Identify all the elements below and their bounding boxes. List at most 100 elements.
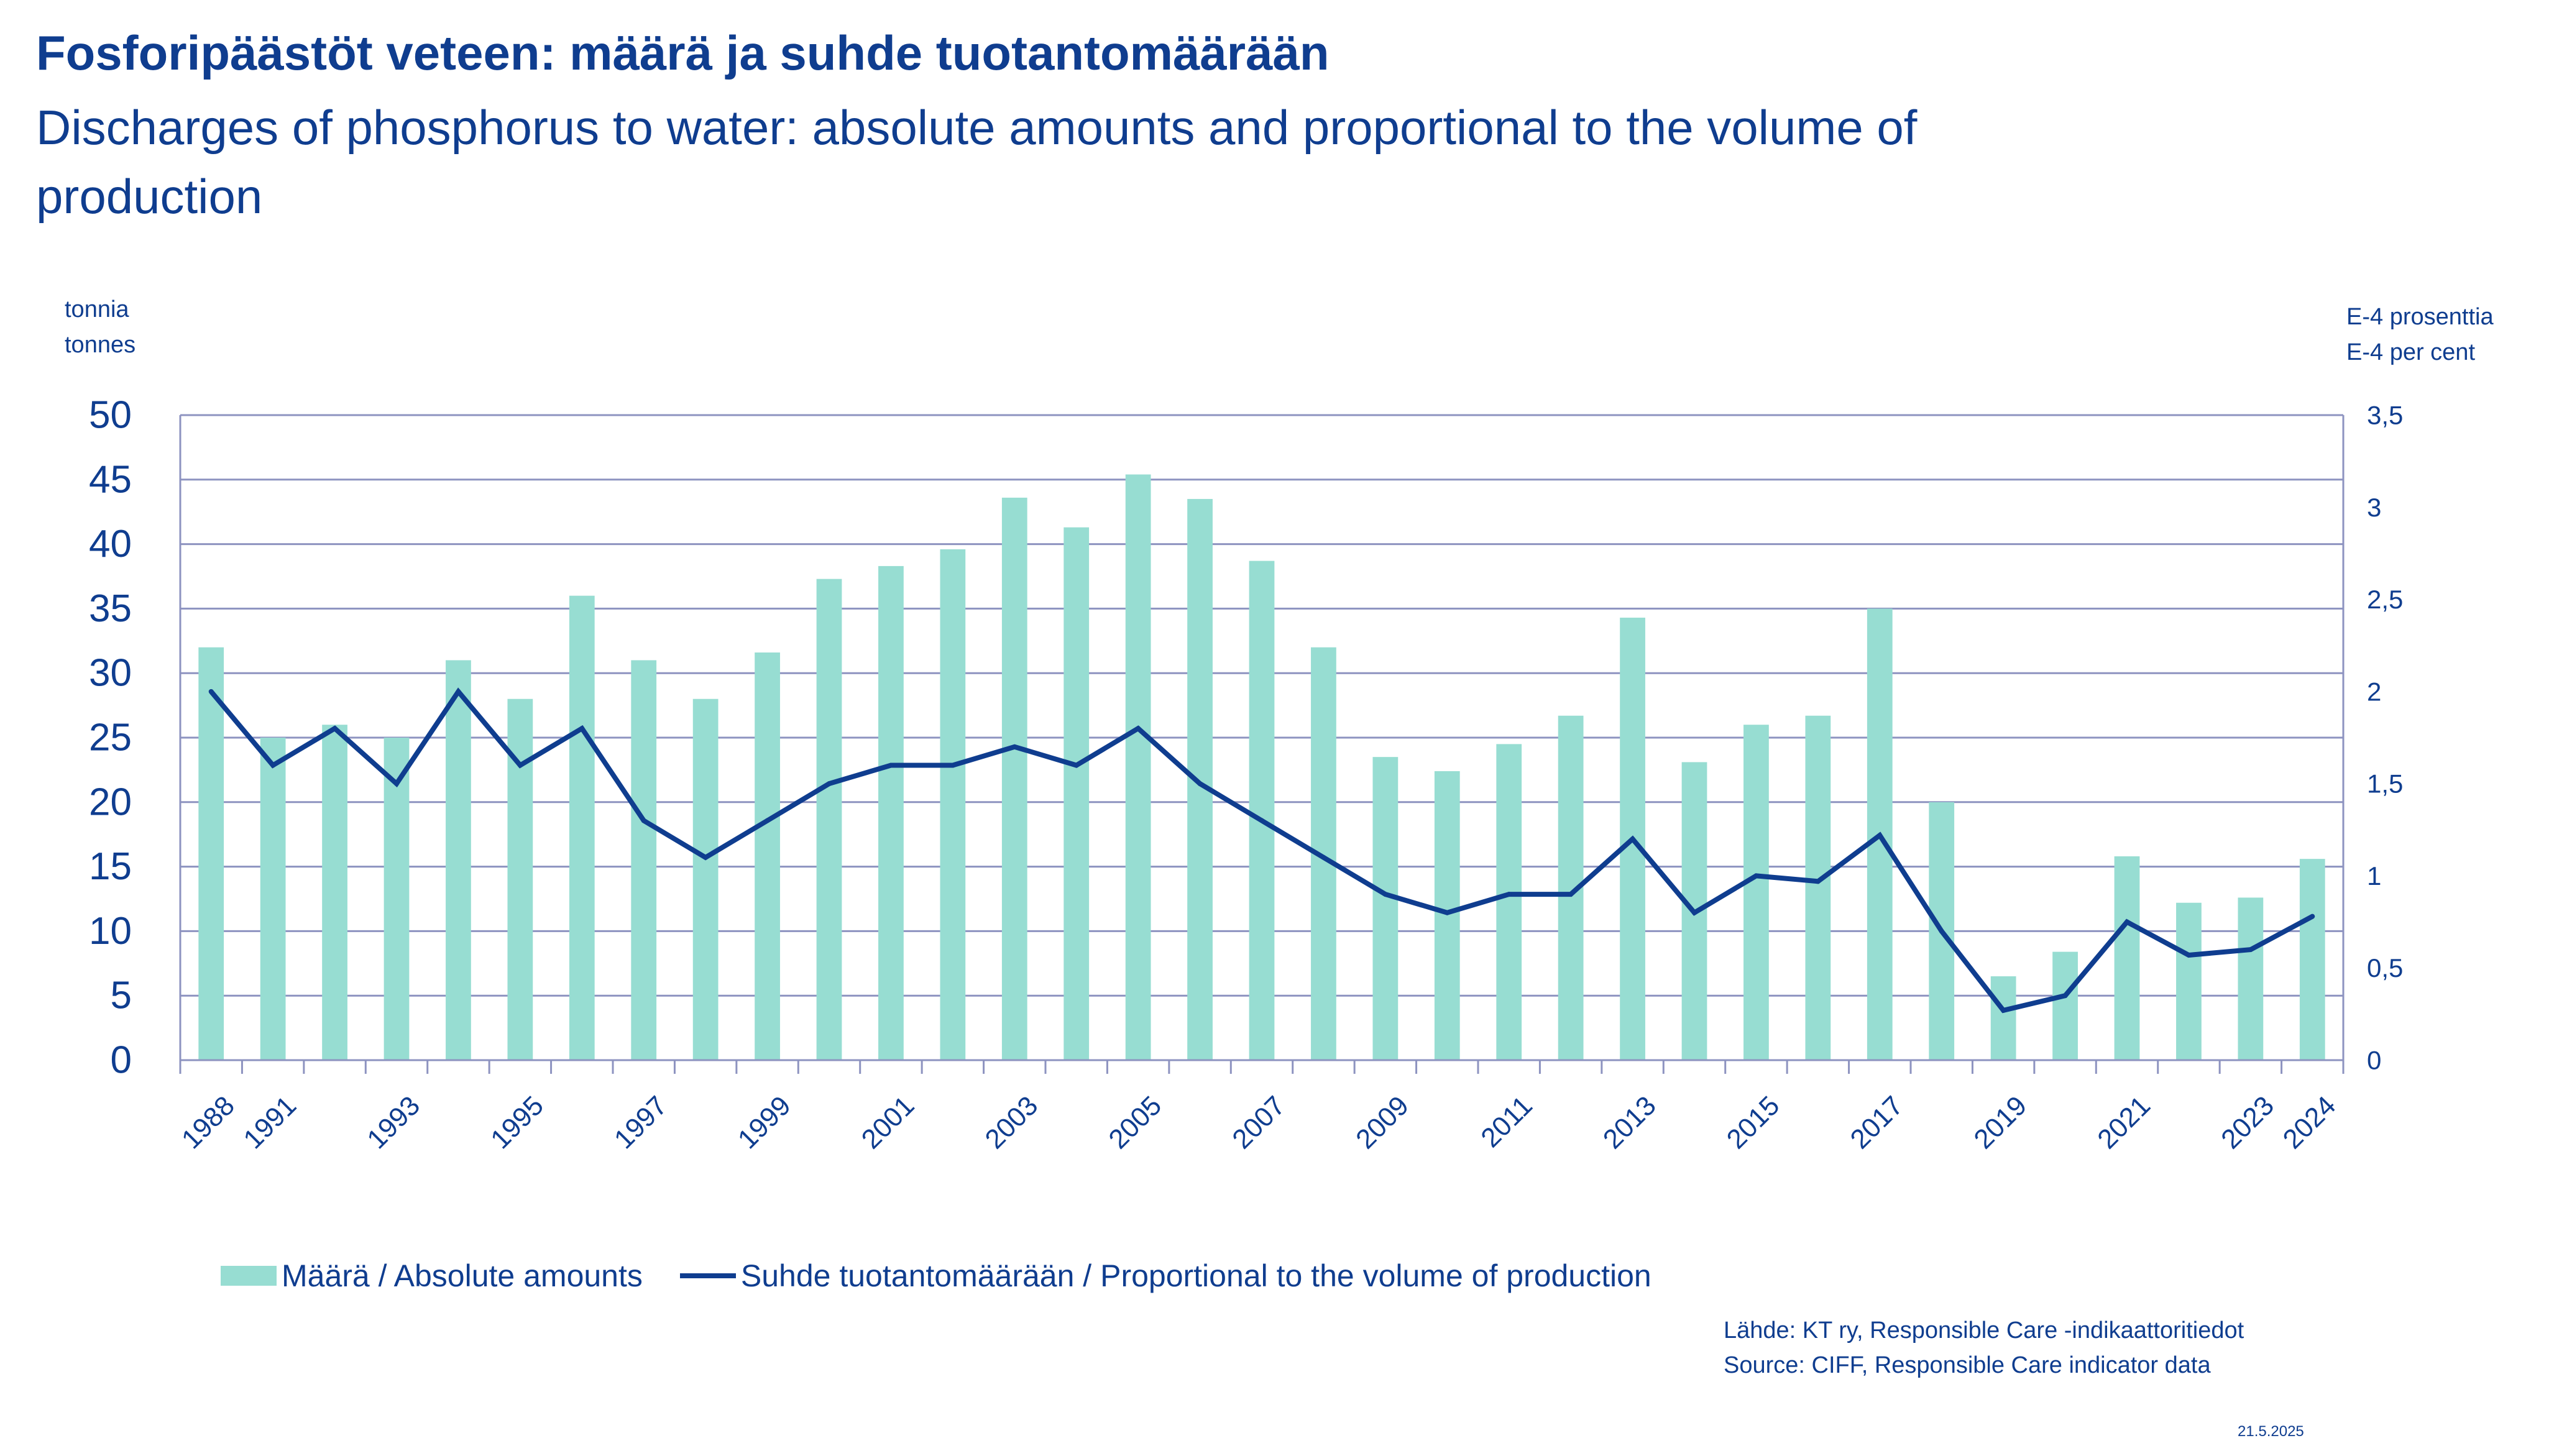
right-tick-label: 3,5: [2367, 401, 2403, 430]
right-tick-label: 1: [2367, 861, 2381, 891]
x-tick-label: 1991: [237, 1090, 302, 1155]
ratio-point: [394, 781, 399, 787]
x-tick-label: 2011: [1475, 1090, 1538, 1153]
ratio-point: [641, 818, 646, 823]
ratio-point: [1012, 744, 1017, 749]
legend-bar-swatch: [221, 1266, 277, 1286]
x-tick-label: 1999: [732, 1090, 797, 1155]
bar: [2114, 856, 2140, 1060]
right-tick-label: 2: [2367, 677, 2381, 706]
right-tick-label: 1,5: [2367, 769, 2403, 799]
bar: [384, 738, 410, 1060]
legend-bar-label: Määrä / Absolute amounts: [282, 1258, 643, 1293]
right-axis-unit: E-4 prosenttia E-4 per cent: [2346, 300, 2494, 370]
ratio-point: [1568, 892, 1574, 897]
ratio-point: [703, 854, 709, 860]
ratio-point: [2186, 952, 2192, 958]
left-tick-label: 35: [89, 587, 132, 630]
legend-line-swatch: [679, 1273, 736, 1278]
x-tick-label: 2015: [1721, 1090, 1786, 1155]
bar: [1125, 474, 1151, 1060]
ratio-point: [2125, 919, 2129, 925]
ratio-point: [1753, 873, 1759, 879]
left-tick-label: 50: [89, 394, 132, 437]
bar: [1743, 725, 1769, 1060]
ratio-point: [517, 762, 523, 768]
ratio-point: [456, 689, 461, 694]
bar: [1249, 561, 1275, 1060]
ratio-point: [1815, 879, 1821, 884]
ratio-point: [1630, 836, 1635, 842]
x-tick-label: 2005: [1103, 1090, 1167, 1155]
bar: [2238, 897, 2264, 1060]
x-tick-label: 1988: [176, 1090, 241, 1155]
ratio-point: [2062, 993, 2068, 999]
x-tick-label: 2019: [1968, 1090, 2033, 1155]
ratio-point: [1445, 910, 1450, 915]
ratio-point: [1692, 910, 1697, 915]
bar: [569, 595, 595, 1060]
ratio-point: [1073, 762, 1079, 768]
right-tick-label: 0: [2367, 1046, 2381, 1075]
x-tick-label: 2003: [980, 1090, 1044, 1155]
left-axis-unit-fi: tonnia: [65, 296, 129, 323]
source-fi: Lähde: KT ry, Responsible Care -indikaat…: [1724, 1317, 2244, 1344]
legend: Määrä / Absolute amounts Suhde tuotantom…: [221, 1254, 1651, 1298]
ratio-point: [1136, 726, 1141, 731]
right-tick-label: 2,5: [2367, 585, 2403, 614]
left-tick-label: 0: [111, 1039, 132, 1082]
bar: [2299, 859, 2325, 1060]
left-tick-label: 20: [89, 781, 132, 823]
x-tick-label: 2023: [2215, 1090, 2280, 1155]
ratio-point: [1506, 892, 1512, 897]
bar: [878, 565, 904, 1060]
bar: [940, 549, 966, 1060]
bar: [2052, 951, 2078, 1060]
x-tick-label: 2013: [1597, 1090, 1662, 1155]
bar: [1063, 527, 1090, 1060]
bar: [1187, 498, 1213, 1060]
ratio-point: [332, 726, 338, 731]
left-tick-label: 30: [89, 652, 132, 695]
ratio-point: [1197, 781, 1203, 787]
bar: [631, 660, 657, 1060]
bar: [1372, 757, 1399, 1060]
ratio-point: [1321, 854, 1326, 860]
legend-line-label: Suhde tuotantomäärään / Proportional to …: [740, 1258, 1651, 1293]
bar: [1990, 976, 2016, 1060]
left-tick-label: 10: [89, 910, 132, 953]
bar: [198, 647, 224, 1060]
bar: [692, 698, 719, 1060]
left-tick-label: 15: [89, 845, 132, 888]
date-stamp: 21.5.2025: [2238, 1423, 2304, 1440]
x-tick-label: 1997: [609, 1090, 673, 1155]
left-tick-label: 25: [89, 717, 132, 759]
ratio-point: [888, 762, 894, 768]
x-tick-label: 1993: [361, 1090, 426, 1155]
right-tick-label: 3: [2367, 493, 2381, 522]
x-tick-label: 2001: [856, 1090, 921, 1155]
ratio-point: [1382, 892, 1388, 897]
chart-title: Fosforipäästöt veteen: määrä ja suhde tu…: [36, 25, 1330, 80]
bar: [1496, 744, 1522, 1060]
bar: [322, 725, 347, 1060]
ratio-point: [1877, 833, 1883, 838]
right-tick-label: 0,5: [2367, 953, 2403, 982]
ratio-point: [208, 689, 214, 694]
left-tick-label: 45: [89, 458, 132, 501]
ratio-point: [950, 762, 955, 768]
source-en: Source: CIFF, Responsible Care indicator…: [1724, 1352, 2211, 1378]
left-axis-unit: tonnia tonnes: [65, 292, 136, 363]
bar: [2176, 902, 2202, 1060]
left-axis-unit-en: tonnes: [65, 332, 136, 358]
x-tick-label: 2024: [2277, 1090, 2342, 1155]
ratio-point: [1939, 928, 1944, 934]
bar-series: [198, 474, 2325, 1060]
right-axis-unit-en: E-4 per cent: [2346, 339, 2475, 365]
bar: [446, 660, 471, 1060]
left-tick-label: 5: [111, 974, 132, 1017]
ratio-point: [270, 762, 276, 768]
source-note: Lähde: KT ry, Responsible Care -indikaat…: [1724, 1313, 2244, 1383]
ratio-point: [827, 781, 832, 787]
